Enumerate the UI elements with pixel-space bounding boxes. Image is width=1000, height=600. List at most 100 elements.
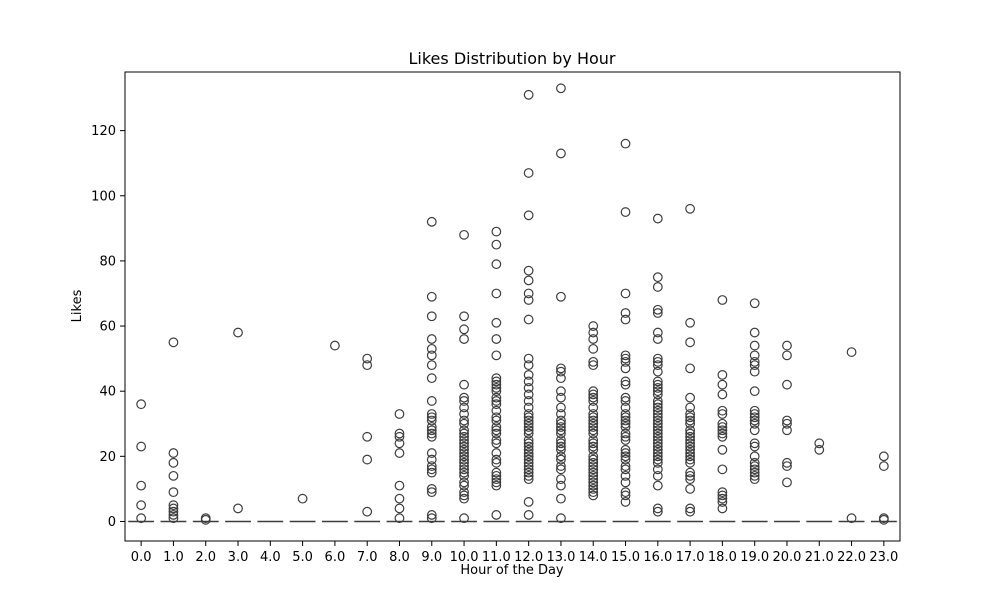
outlier-point <box>491 428 502 439</box>
outlier-point <box>717 490 728 501</box>
outlier-point <box>491 399 502 410</box>
outlier-point <box>168 457 179 468</box>
outlier-point <box>523 497 534 507</box>
outlier-point <box>652 425 663 436</box>
outlier-point <box>556 493 566 504</box>
outlier-point <box>491 474 502 485</box>
outlier-point <box>459 461 469 471</box>
outlier-point <box>620 490 631 501</box>
outlier-point <box>652 428 663 439</box>
y-tick-label: 120 <box>91 124 116 139</box>
outlier-point <box>588 477 599 488</box>
outlier-point <box>814 444 825 455</box>
outlier-point <box>523 422 534 432</box>
outlier-point <box>491 477 502 488</box>
outlier-point <box>652 356 663 367</box>
outlier-point <box>588 422 599 432</box>
y-tick-label: 80 <box>99 254 116 269</box>
outlier-point <box>620 138 631 149</box>
outlier-point <box>556 513 566 524</box>
outlier-point <box>168 470 179 481</box>
outlier-point <box>491 396 502 406</box>
outlier-point <box>523 461 534 471</box>
outlier-point <box>620 497 631 507</box>
outlier-point <box>685 457 696 468</box>
outlier-point <box>620 477 631 488</box>
outlier-point <box>749 470 760 481</box>
outlier-point <box>459 513 469 524</box>
x-tick-label: 16.0 <box>643 550 672 565</box>
outlier-point <box>459 477 469 488</box>
outlier-point <box>168 487 179 498</box>
outlier-point <box>136 399 147 410</box>
outlier-point <box>620 435 631 445</box>
outlier-point <box>459 418 469 429</box>
outlier-point <box>426 334 437 344</box>
outlier-point <box>523 448 534 458</box>
outlier-point <box>652 441 663 452</box>
outlier-point <box>620 353 631 364</box>
outlier-point <box>620 376 631 387</box>
outlier-point <box>394 480 405 491</box>
outlier-point <box>588 470 599 481</box>
outlier-point <box>588 467 599 478</box>
x-tick-label: 10.0 <box>450 550 479 565</box>
outlier-point <box>459 448 469 458</box>
outlier-point <box>588 457 599 468</box>
outlier-point <box>362 454 373 465</box>
outlier-point <box>652 409 663 419</box>
outlier-point <box>523 275 534 286</box>
outlier-point <box>588 425 599 436</box>
outlier-point <box>717 431 728 442</box>
outlier-point <box>652 389 663 400</box>
outlier-point <box>426 464 437 475</box>
outlier-point <box>652 282 663 292</box>
outlier-point <box>717 295 728 305</box>
outlier-point <box>588 464 599 475</box>
outlier-point <box>523 418 534 429</box>
outlier-point <box>717 425 728 436</box>
outlier-point <box>459 487 469 498</box>
outlier-point <box>782 340 792 351</box>
outlier-point <box>652 402 663 413</box>
outlier-point <box>717 464 728 475</box>
outlier-point <box>426 425 437 436</box>
outlier-point <box>556 451 566 462</box>
outlier-point <box>620 487 631 498</box>
outlier-point <box>556 392 566 403</box>
outlier-point <box>749 356 760 367</box>
outlier-point <box>556 291 566 302</box>
outlier-point <box>168 337 179 348</box>
outlier-point <box>652 399 663 410</box>
outlier-point <box>652 376 663 387</box>
x-tick-label: 22.0 <box>837 550 866 565</box>
outlier-point <box>782 457 792 468</box>
x-tick-label: 20.0 <box>773 550 802 565</box>
outlier-point <box>523 314 534 325</box>
outlier-point <box>717 503 728 514</box>
outlier-point <box>426 510 437 520</box>
outlier-point <box>685 438 696 449</box>
outlier-point <box>620 412 631 423</box>
outlier-point <box>459 396 469 406</box>
outlier-point <box>717 497 728 507</box>
x-tick-label: 12.0 <box>514 550 543 565</box>
outlier-point <box>491 383 502 393</box>
outlier-point <box>329 340 340 351</box>
outlier-point <box>523 474 534 485</box>
outlier-point <box>652 431 663 442</box>
outlier-point <box>523 89 534 100</box>
outlier-point <box>588 444 599 455</box>
outlier-point <box>168 448 179 458</box>
outlier-point <box>491 392 502 403</box>
outlier-point <box>588 418 599 429</box>
outlier-point <box>685 483 696 494</box>
outlier-point <box>749 340 760 351</box>
outlier-point <box>749 425 760 436</box>
y-tick-label: 20 <box>99 450 116 465</box>
outlier-point <box>685 409 696 419</box>
outlier-point <box>749 366 760 377</box>
outlier-point <box>556 363 566 374</box>
outlier-point <box>652 470 663 481</box>
outlier-point <box>685 392 696 403</box>
